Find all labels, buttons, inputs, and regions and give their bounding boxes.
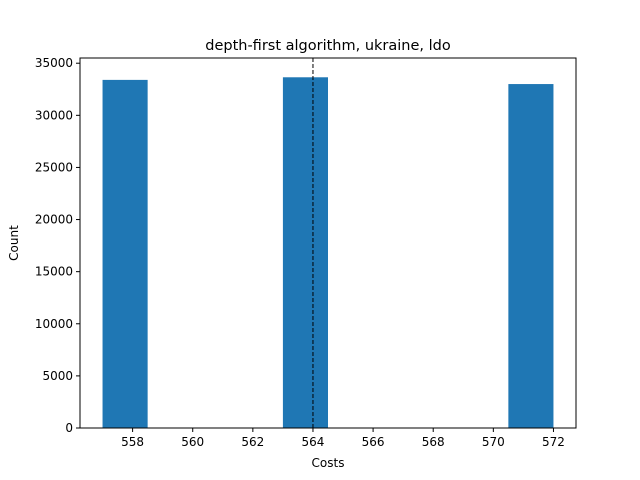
y-tick-label-0: 0	[65, 421, 73, 435]
chart-title: depth-first algorithm, ukraine, ldo	[205, 38, 451, 54]
x-axis: 558 560 562 564 566 568 570 572	[121, 428, 565, 449]
y-axis: 0 5000 10000 15000 20000 25000 30000 35000	[35, 56, 80, 435]
y-tick-label-3: 15000	[35, 265, 73, 279]
x-tick-label-7: 572	[542, 435, 565, 449]
y-axis-label: Count	[7, 225, 21, 261]
y-tick-label-5: 25000	[35, 160, 73, 174]
histogram-bar-4	[282, 77, 328, 429]
x-tick-label-5: 568	[422, 435, 445, 449]
x-tick-label-4: 566	[362, 435, 385, 449]
y-tick-label-7: 35000	[35, 56, 73, 70]
x-tick-label-1: 560	[181, 435, 204, 449]
y-tick-label-4: 20000	[35, 213, 73, 227]
y-tick-label-1: 5000	[42, 369, 73, 383]
bars-group	[102, 77, 554, 429]
y-tick-label-6: 30000	[35, 108, 73, 122]
histogram-bar-0	[102, 79, 148, 428]
histogram-bar-9	[508, 84, 554, 428]
x-tick-label-0: 558	[121, 435, 144, 449]
x-tick-label-6: 570	[482, 435, 505, 449]
plot-frame	[79, 57, 577, 429]
x-axis-label: Costs	[312, 456, 345, 470]
y-tick-label-2: 10000	[35, 317, 73, 331]
x-tick-label-3: 564	[302, 435, 325, 449]
x-tick-label-2: 562	[241, 435, 264, 449]
